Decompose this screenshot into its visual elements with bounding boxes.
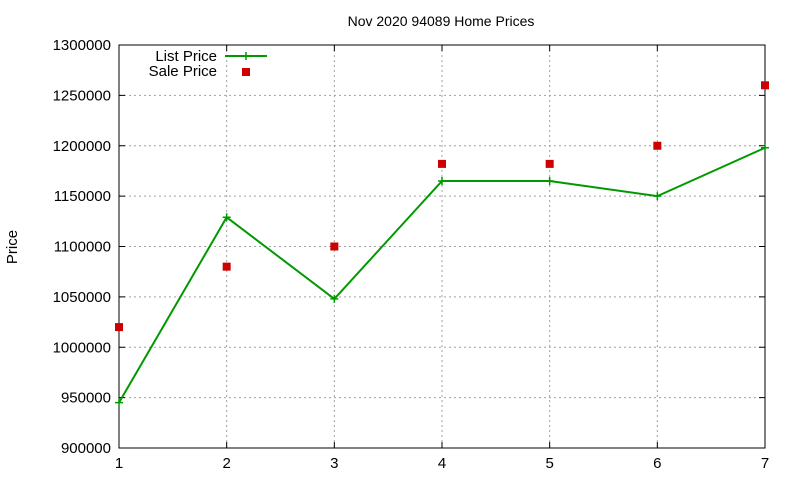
sale-price-point (438, 159, 446, 168)
sale-price-point (545, 159, 554, 168)
y-tick-label: 1150000 (54, 188, 111, 205)
x-tick-label: 5 (545, 455, 553, 472)
y-tick-label: 1050000 (53, 289, 111, 306)
list-price-point (761, 143, 769, 152)
x-tick-label: 4 (438, 455, 446, 472)
legend-marker-list-price (242, 52, 250, 60)
legend-marker-sale-price (242, 68, 250, 76)
x-tick-label: 3 (330, 455, 338, 472)
y-tick-label: 1300000 (53, 37, 111, 54)
list-price-point (438, 177, 446, 186)
x-axis-tick-labels: 1 2 3 4 5 6 7 (115, 455, 769, 472)
list-price-point (545, 177, 554, 186)
y-tick-label: 1000000 (53, 339, 111, 356)
list-price-point (330, 294, 339, 303)
x-tick-label: 2 (222, 455, 230, 472)
y-tick-label: 1100000 (54, 239, 111, 256)
y-tick-label: 1250000 (53, 87, 111, 104)
sale-price-point (330, 242, 339, 251)
axis-ticks (118, 44, 766, 449)
list-price-point (653, 192, 662, 201)
x-tick-label: 7 (761, 455, 769, 472)
x-tick-label: 1 (115, 455, 123, 472)
y-axis-label: Price (4, 230, 21, 264)
y-tick-label: 950000 (61, 390, 111, 407)
y-tick-label: 900000 (61, 440, 111, 457)
y-axis-tick-labels: 900000 950000 1000000 1050000 1100000 1150000… (53, 37, 111, 457)
chart-title: Nov 2020 94089 Home Prices (348, 13, 535, 29)
list-price-point (115, 398, 123, 407)
sale-price-point (222, 262, 231, 271)
x-tick-label: 6 (653, 455, 661, 472)
legend-label-list-price: List Price (155, 48, 217, 65)
series-layer (115, 81, 769, 407)
legend-label-sale-price: Sale Price (149, 63, 217, 80)
y-tick-label: 1200000 (53, 138, 111, 155)
legend: List Price Sale Price (149, 48, 267, 80)
sale-price-point (761, 81, 769, 90)
sale-price-point (115, 323, 123, 332)
list-price-point (222, 213, 231, 222)
sale-price-point (653, 141, 662, 150)
